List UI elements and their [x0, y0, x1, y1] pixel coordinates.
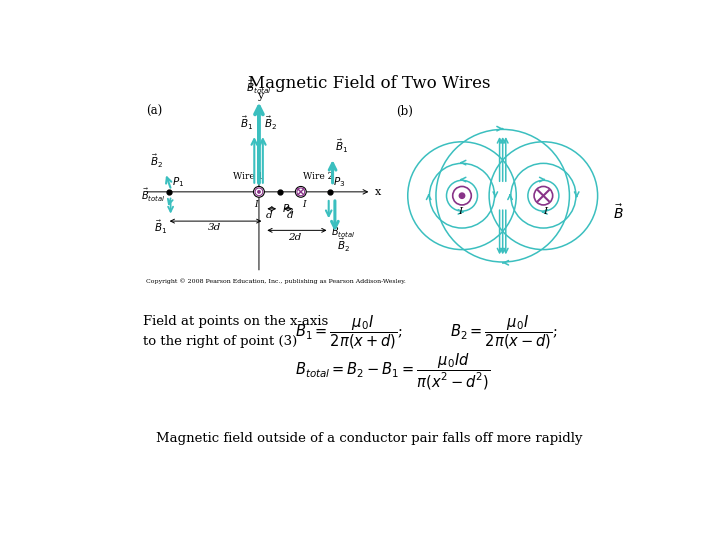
- Text: $\vec{B}_{total}$: $\vec{B}_{total}$: [331, 222, 356, 240]
- Text: $P_1$: $P_1$: [172, 175, 184, 189]
- Circle shape: [453, 186, 472, 205]
- Text: Field at points on the x-axis
to the right of point (3): Field at points on the x-axis to the rig…: [143, 315, 328, 348]
- Circle shape: [258, 190, 261, 193]
- Text: Magnetic Field of Two Wires: Magnetic Field of Two Wires: [248, 75, 490, 92]
- Circle shape: [253, 186, 264, 197]
- Text: d: d: [287, 211, 294, 220]
- Text: $B_2 = \dfrac{\mu_0 I}{2\pi(x-d)}$;: $B_2 = \dfrac{\mu_0 I}{2\pi(x-d)}$;: [451, 314, 558, 351]
- Text: $\vec{B}_1$: $\vec{B}_1$: [335, 138, 348, 155]
- Circle shape: [459, 193, 464, 198]
- Text: $\vec{B}_{total}$: $\vec{B}_{total}$: [141, 187, 165, 204]
- Text: $\vec{B}_2$: $\vec{B}_2$: [150, 153, 163, 170]
- Text: I: I: [254, 200, 258, 208]
- Text: 2d: 2d: [288, 233, 301, 242]
- Text: Copyright © 2008 Pearson Education, Inc., publishing as Pearson Addison-Wesley.: Copyright © 2008 Pearson Education, Inc.…: [145, 278, 405, 284]
- Text: (a): (a): [145, 105, 162, 118]
- Text: Magnetic field outside of a conductor pair falls off more rapidly: Magnetic field outside of a conductor pa…: [156, 432, 582, 445]
- Text: $\vec{B}_{total}$: $\vec{B}_{total}$: [246, 78, 272, 96]
- Text: I: I: [459, 207, 462, 216]
- Text: $\vec{B}$: $\vec{B}$: [613, 204, 624, 222]
- Text: Wire 2: Wire 2: [302, 172, 333, 181]
- Text: $P_3$: $P_3$: [333, 175, 346, 189]
- Text: I: I: [302, 200, 306, 208]
- Text: 3d: 3d: [207, 224, 220, 232]
- Text: $B_{total} = B_2 - B_1 = \dfrac{\mu_0 Id}{\pi(x^2-d^2)}$: $B_{total} = B_2 - B_1 = \dfrac{\mu_0 Id…: [295, 352, 491, 392]
- Text: $B_1 = \dfrac{\mu_0 I}{2\pi(x+d)}$;: $B_1 = \dfrac{\mu_0 I}{2\pi(x+d)}$;: [295, 314, 403, 351]
- Text: d: d: [266, 211, 273, 220]
- Circle shape: [295, 186, 306, 197]
- Text: $\vec{B}_2$: $\vec{B}_2$: [337, 237, 351, 254]
- Text: $\vec{B}_2$: $\vec{B}_2$: [264, 114, 277, 132]
- Circle shape: [534, 186, 553, 205]
- Text: $\vec{B}_1$: $\vec{B}_1$: [154, 219, 168, 236]
- Text: I: I: [543, 207, 547, 216]
- Text: $\vec{B}_1$: $\vec{B}_1$: [240, 114, 253, 132]
- Text: $P_2$: $P_2$: [282, 202, 294, 215]
- Text: x: x: [374, 187, 381, 197]
- Text: y: y: [257, 91, 264, 101]
- Text: (b): (b): [396, 105, 413, 118]
- Text: Wire 1: Wire 1: [233, 172, 264, 181]
